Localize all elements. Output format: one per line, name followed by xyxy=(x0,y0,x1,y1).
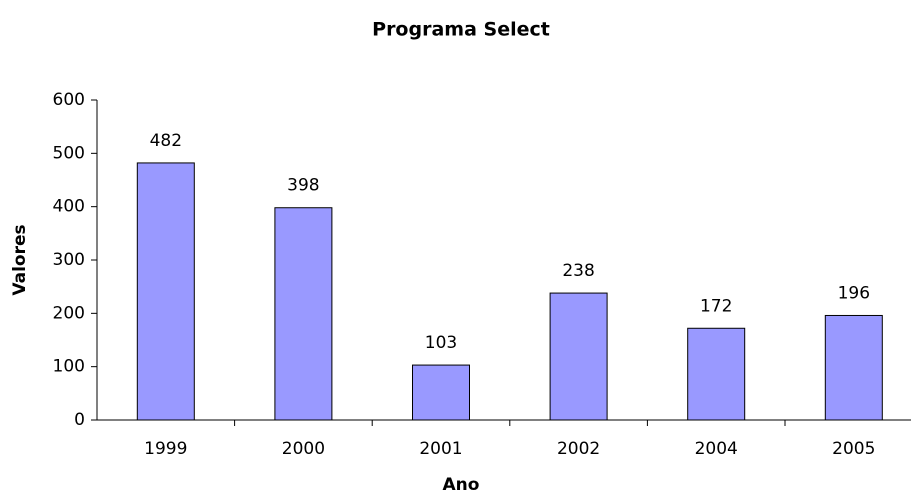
bar xyxy=(412,364,470,421)
x-tick-label: 2000 xyxy=(282,439,325,459)
data-label: 238 xyxy=(562,261,594,281)
x-axis-title: Ano xyxy=(443,475,480,493)
x-tick-label: 2002 xyxy=(557,439,600,459)
bar xyxy=(136,162,195,421)
y-tick-label: 400 xyxy=(53,197,85,217)
data-label: 196 xyxy=(838,283,870,303)
y-axis-title: Valores xyxy=(10,224,30,295)
bar xyxy=(549,292,608,421)
x-tick-label: 2001 xyxy=(419,439,462,459)
y-tick-label: 100 xyxy=(53,357,85,377)
x-tick-label: 2005 xyxy=(832,439,875,459)
x-tick-label: 1999 xyxy=(144,439,187,459)
y-tick-label: 0 xyxy=(74,410,85,430)
data-label: 172 xyxy=(700,296,732,316)
data-label: 103 xyxy=(425,333,457,353)
chart-title: Programa Select xyxy=(372,19,550,41)
data-label: 398 xyxy=(287,176,319,196)
bar xyxy=(687,327,746,421)
data-label: 482 xyxy=(150,131,182,151)
y-tick-label: 500 xyxy=(53,143,85,163)
bar xyxy=(824,314,883,421)
y-tick-label: 200 xyxy=(53,303,85,323)
bar xyxy=(274,207,333,421)
x-tick-label: 2004 xyxy=(695,439,738,459)
y-tick-label: 600 xyxy=(53,90,85,110)
y-tick-label: 300 xyxy=(53,250,85,270)
